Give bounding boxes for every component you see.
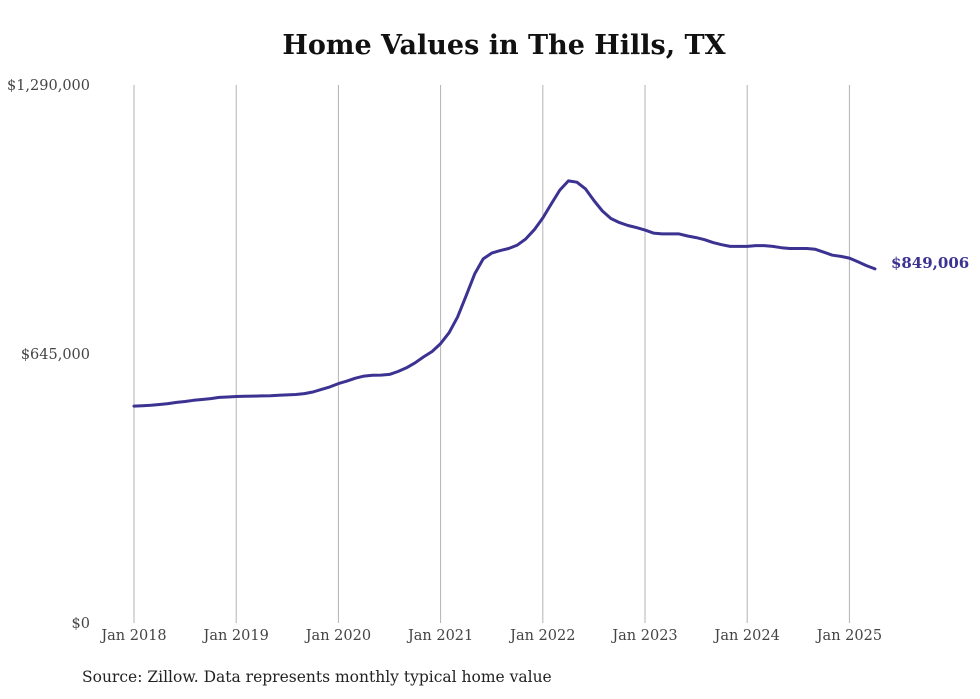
chart-title: Home Values in The Hills, TX	[282, 30, 726, 61]
x-tick-label: Jan 2020	[304, 628, 371, 644]
end-value-label: $849,006	[891, 254, 969, 272]
x-tick-label: Jan 2018	[99, 628, 166, 644]
y-tick-label: $1,290,000	[7, 78, 90, 94]
y-tick-label: $645,000	[21, 347, 90, 363]
x-tick-label: Jan 2023	[610, 628, 677, 644]
x-tick-label: Jan 2022	[508, 628, 575, 644]
series-line	[132, 179, 877, 408]
source-note: Source: Zillow. Data represents monthly …	[82, 668, 552, 686]
x-tick-label: Jan 2024	[713, 628, 780, 644]
y-tick-label: $0	[72, 616, 90, 632]
x-tick-label: Jan 2021	[406, 628, 473, 644]
x-tick-label: Jan 2025	[815, 628, 882, 644]
x-tick-label: Jan 2019	[202, 628, 269, 644]
